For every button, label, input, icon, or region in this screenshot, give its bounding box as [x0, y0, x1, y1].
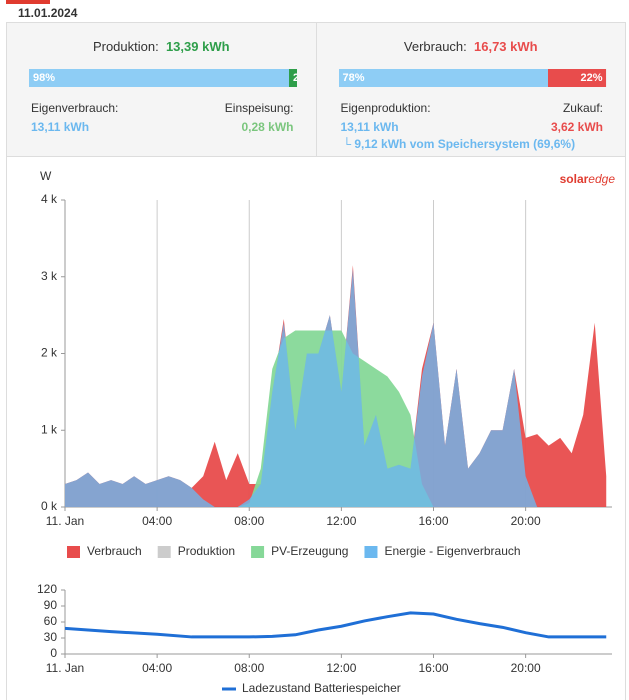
- legend-label[interactable]: Produktion: [178, 544, 235, 558]
- panel-head: Produktion: 13,39 kWh: [7, 39, 316, 54]
- x-tick-label: 04:00: [142, 514, 172, 528]
- y-tick-label: 2 k: [41, 346, 58, 360]
- right-label: Zukauf:: [562, 101, 603, 115]
- bar-segment: 2%: [289, 69, 297, 87]
- x-tick-label: 20:00: [511, 661, 541, 675]
- x-tick-label: 11. Jan: [46, 661, 84, 675]
- y-tick-label: 4 k: [41, 192, 58, 206]
- right-label: Einspeisung:: [224, 101, 294, 115]
- x-tick-label: 12:00: [326, 514, 356, 528]
- x-tick-label: 08:00: [234, 514, 264, 528]
- left-label: Eigenverbrauch:: [31, 101, 119, 115]
- total-label: Verbrauch:: [403, 39, 467, 54]
- bar-label: 98%: [33, 72, 56, 84]
- logo-part: solar: [560, 172, 589, 186]
- right-value: 3,62 kWh: [550, 120, 603, 134]
- bar-label: 78%: [342, 72, 365, 84]
- legend-swatch[interactable]: [251, 546, 265, 558]
- panel-head: Verbrauch: 16,73 kWh: [317, 39, 626, 54]
- legend-label[interactable]: Energie - Eigenverbrauch: [384, 544, 520, 558]
- date: 11.01.2024: [18, 6, 78, 20]
- y-axis-label: W: [40, 169, 52, 183]
- left-value: 13,11 kWh: [340, 120, 399, 134]
- x-tick-label: 12:00: [326, 661, 356, 675]
- x-tick-label: 11. Jan: [46, 514, 84, 528]
- x-tick-label: 16:00: [418, 514, 448, 528]
- y-tick-label: 120: [37, 582, 57, 596]
- left-label: Eigenproduktion:: [340, 101, 431, 115]
- y-tick-label: 30: [44, 630, 58, 644]
- bar-label: 22%: [580, 72, 603, 84]
- y-tick-label: 90: [44, 598, 58, 612]
- area: [65, 269, 607, 507]
- chart-frame: [6, 155, 626, 700]
- production-panel: Produktion: 13,39 kWh 98% 2% Eigenverbrauch…: [7, 23, 316, 156]
- y-tick-label: 0: [50, 646, 57, 660]
- total-value: 13,39 kWh: [165, 39, 230, 54]
- bar-segment: 22%: [547, 69, 607, 87]
- legend-label[interactable]: Verbrauch: [87, 544, 142, 558]
- total-label: Produktion:: [92, 39, 159, 54]
- legend-swatch[interactable]: [157, 546, 171, 558]
- y-tick-label: 3 k: [41, 269, 58, 283]
- x-tick-label: 08:00: [234, 661, 264, 675]
- bar-segment: 98%: [29, 69, 289, 87]
- legend-label[interactable]: PV-Erzeugung: [271, 544, 348, 558]
- total-value: 16,73 kWh: [474, 39, 538, 54]
- y-tick-label: 0 k: [41, 499, 58, 513]
- tab-marker: [6, 0, 50, 4]
- summary: Produktion: 13,39 kWh 98% 2% Eigenverbrauch…: [6, 22, 626, 157]
- x-tick-label: 16:00: [418, 661, 448, 675]
- consumption-panel: Verbrauch: 16,73 kWh 78% 22% Eigenproduktio…: [315, 23, 626, 156]
- bar-label: 2%: [293, 72, 297, 84]
- x-tick-label: 04:00: [142, 661, 172, 675]
- legend-swatch[interactable]: [67, 546, 80, 558]
- storage-note: └ 9,12 kWh vom Speichersystem (69,6%): [342, 137, 576, 151]
- y-tick-label: 60: [44, 614, 58, 628]
- x-tick-label: 20:00: [511, 514, 541, 528]
- share-bar: 78% 22%: [338, 69, 607, 87]
- right-value: 0,28 kWh: [241, 120, 294, 134]
- legend-swatch[interactable]: [364, 546, 378, 558]
- left-value: 13,11 kWh: [31, 120, 90, 134]
- share-bar: 98% 2%: [29, 69, 297, 87]
- bar-segment: 78%: [338, 69, 548, 87]
- logo: solaredge: [560, 172, 616, 186]
- logo-part: edge: [588, 172, 615, 186]
- legend-label[interactable]: Ladezustand Batteriespeicher: [242, 681, 401, 695]
- line: [64, 611, 607, 639]
- y-tick-label: 1 k: [41, 422, 58, 436]
